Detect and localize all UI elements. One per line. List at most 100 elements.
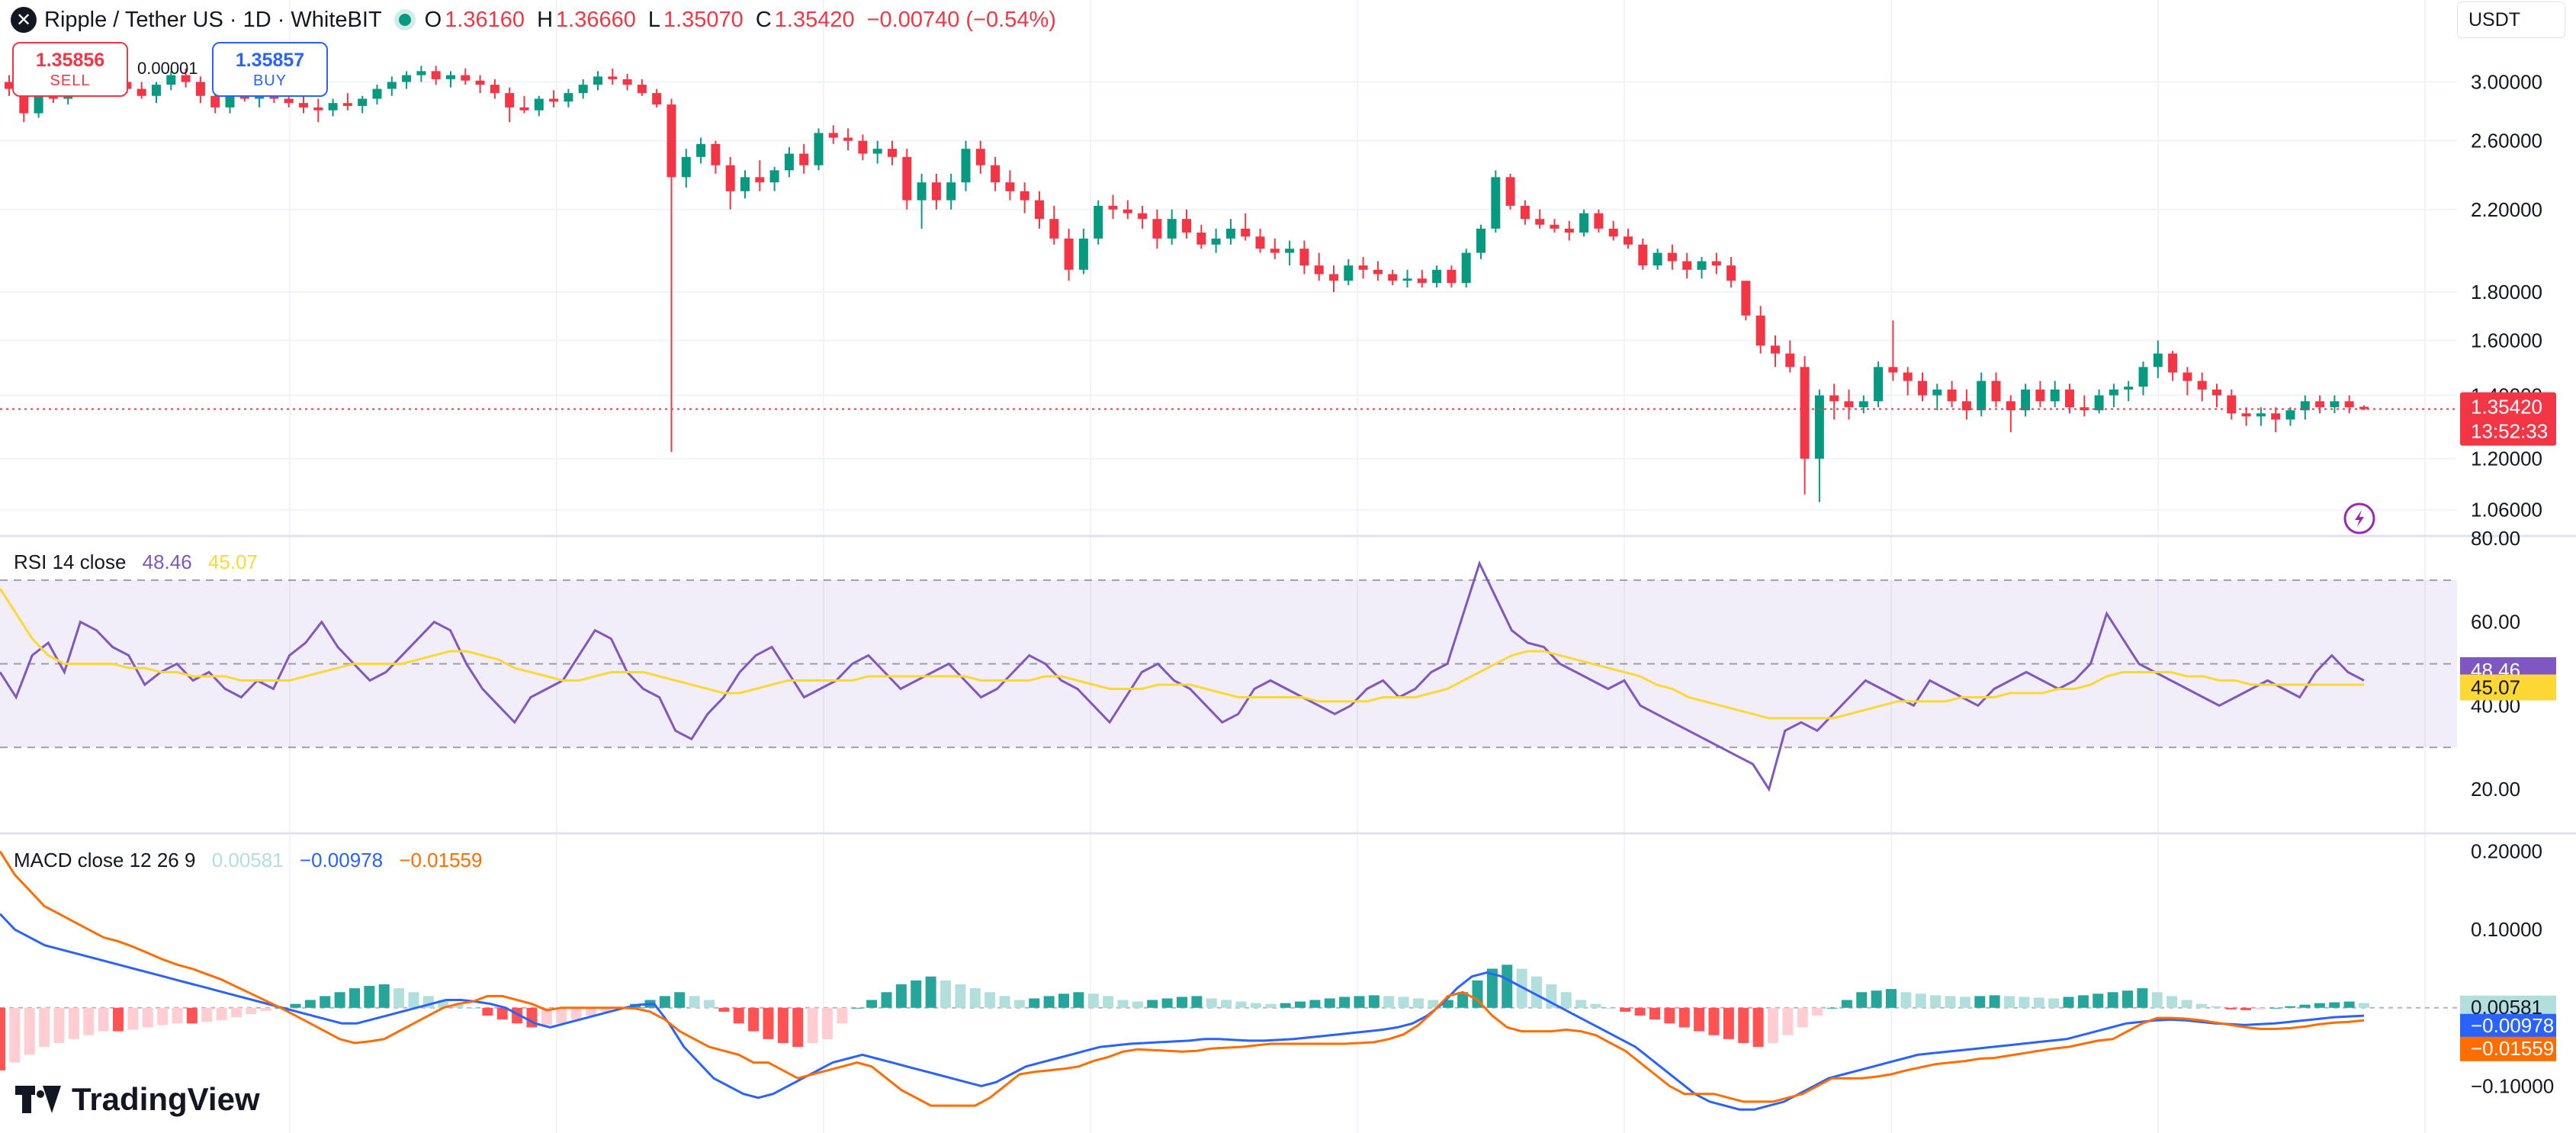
- low-key: L: [647, 7, 660, 32]
- candle-body: [1932, 389, 1942, 396]
- candle-body: [1550, 224, 1559, 229]
- macd-histogram-bar: [1826, 1007, 1838, 1009]
- macd-histogram-bar: [1708, 1007, 1720, 1035]
- candle-body: [2065, 389, 2074, 408]
- candle-body: [2344, 401, 2354, 408]
- lightning-icon[interactable]: [2343, 502, 2375, 534]
- macd-histogram-bar: [586, 1007, 596, 1016]
- macd-histogram-bar: [408, 992, 419, 1008]
- macd-histogram-bar: [2329, 1002, 2340, 1008]
- macd-histogram-bar: [1073, 992, 1084, 1008]
- price-pane[interactable]: [0, 66, 2457, 502]
- macd-histogram-bar: [9, 1007, 21, 1063]
- macd-histogram-bar: [925, 976, 936, 1008]
- candle-body: [1594, 213, 1604, 229]
- buy-price: 1.35857: [235, 50, 305, 71]
- macd-histogram-bar: [1841, 1000, 1852, 1008]
- symbol-header: ✕ Ripple / Tether US · 1D · WhiteBIT O 1…: [11, 5, 1068, 35]
- buy-button[interactable]: 1.35857 BUY: [212, 42, 328, 97]
- high-value: 1.36660: [556, 7, 636, 32]
- macd-histogram-bar: [881, 992, 892, 1008]
- candle-body: [2035, 389, 2045, 402]
- candle-body: [328, 103, 338, 111]
- candle-body: [1961, 401, 1971, 411]
- candle-body: [402, 75, 412, 82]
- macd-histogram-bar: [452, 1003, 464, 1008]
- macd-legend[interactable]: MACD close 12 26 9 0.00581 −0.00978 −0.0…: [14, 849, 493, 872]
- candle-body: [34, 93, 43, 114]
- candle-body: [431, 71, 441, 79]
- candle-body: [902, 156, 912, 201]
- candle-body: [1417, 278, 1427, 284]
- macd-histogram-bar: [482, 1007, 493, 1016]
- price-axis[interactable]: 3.000002.600002.200001.800001.600001.400…: [2471, 71, 2554, 1098]
- buy-label: BUY: [252, 72, 287, 89]
- macd-histogram-bar: [1930, 995, 1942, 1008]
- candle-body: [2315, 401, 2325, 408]
- rsi-pane[interactable]: [0, 560, 2457, 792]
- candle-body: [1447, 269, 1457, 284]
- candle-body: [799, 153, 809, 165]
- tradingview-logo[interactable]: TradingView: [15, 1081, 260, 1118]
- candle-body: [888, 149, 897, 157]
- macd-histogram-bar: [1472, 980, 1483, 1008]
- candle-body: [1211, 238, 1221, 245]
- candle-body: [1285, 249, 1295, 253]
- macd-histogram-bar: [1856, 992, 1868, 1008]
- candle-body: [342, 103, 352, 106]
- macd-histogram-bar: [1678, 1007, 1690, 1028]
- macd-histogram-bar: [1723, 1007, 1734, 1039]
- macd-histogram-bar: [1457, 992, 1469, 1008]
- candle-body: [1947, 389, 1957, 402]
- candle-body: [593, 76, 602, 85]
- candle-body: [490, 85, 499, 94]
- candle-body: [1771, 345, 1780, 354]
- macd-histogram-bar: [674, 992, 686, 1008]
- macd-histogram-bar: [127, 1007, 139, 1030]
- macd-histogram-bar: [467, 1007, 478, 1009]
- candle-body: [1064, 238, 1074, 270]
- candle-body: [1977, 380, 1987, 411]
- macd-histogram-bar: [496, 1007, 508, 1020]
- rsi-legend[interactable]: RSI 14 close 48.46 45.07: [14, 550, 268, 574]
- signal-value-badge: [2460, 1036, 2556, 1061]
- candle-body: [711, 143, 721, 165]
- candle-body: [1373, 269, 1383, 274]
- candle-body: [666, 104, 676, 178]
- x-icon[interactable]: ✕: [11, 7, 37, 33]
- candle-body: [210, 95, 220, 108]
- macd-histogram-bar: [24, 1007, 35, 1055]
- macd-histogram-bar: [556, 1007, 567, 1024]
- currency-selector[interactable]: USDT: [2457, 2, 2565, 38]
- candle-body: [1903, 372, 1913, 381]
- macd-histogram-bar: [186, 1007, 198, 1024]
- macd-tick-label: −0.10000: [2471, 1074, 2554, 1097]
- macd-histogram-bar: [349, 988, 360, 1008]
- rsi-tick-label: 20.00: [2471, 778, 2520, 801]
- candle-body: [446, 75, 455, 79]
- macd-histogram-bar: [748, 1007, 760, 1032]
- macd-histogram-bar: [1797, 1007, 1808, 1028]
- macd-histogram-bar: [1324, 998, 1335, 1008]
- candle-body: [740, 177, 750, 191]
- candle-body: [313, 107, 323, 111]
- macd-histogram-bar: [955, 984, 966, 1008]
- candle-body: [1505, 177, 1515, 206]
- macd-histogram-bar: [2285, 1006, 2296, 1008]
- macd-histogram-bar: [2240, 1007, 2251, 1010]
- macd-histogram-bar: [2255, 1007, 2266, 1009]
- candle-body: [1638, 244, 1648, 266]
- macd-histogram-bar: [2077, 995, 2089, 1008]
- candle-body: [1461, 252, 1471, 284]
- open-key: O: [424, 7, 442, 32]
- candle-body: [1918, 380, 1927, 396]
- signal-value-badge-text: −0.01559: [2471, 1037, 2554, 1060]
- symbol-title[interactable]: Ripple / Tether US · 1D · WhiteBIT: [44, 7, 382, 32]
- candle-body: [1653, 252, 1662, 266]
- candle-body: [1579, 213, 1589, 233]
- sell-button[interactable]: 1.35856 SELL: [12, 42, 128, 97]
- macd-pane[interactable]: [0, 850, 2457, 1111]
- macd-histogram-bar: [1235, 1001, 1247, 1008]
